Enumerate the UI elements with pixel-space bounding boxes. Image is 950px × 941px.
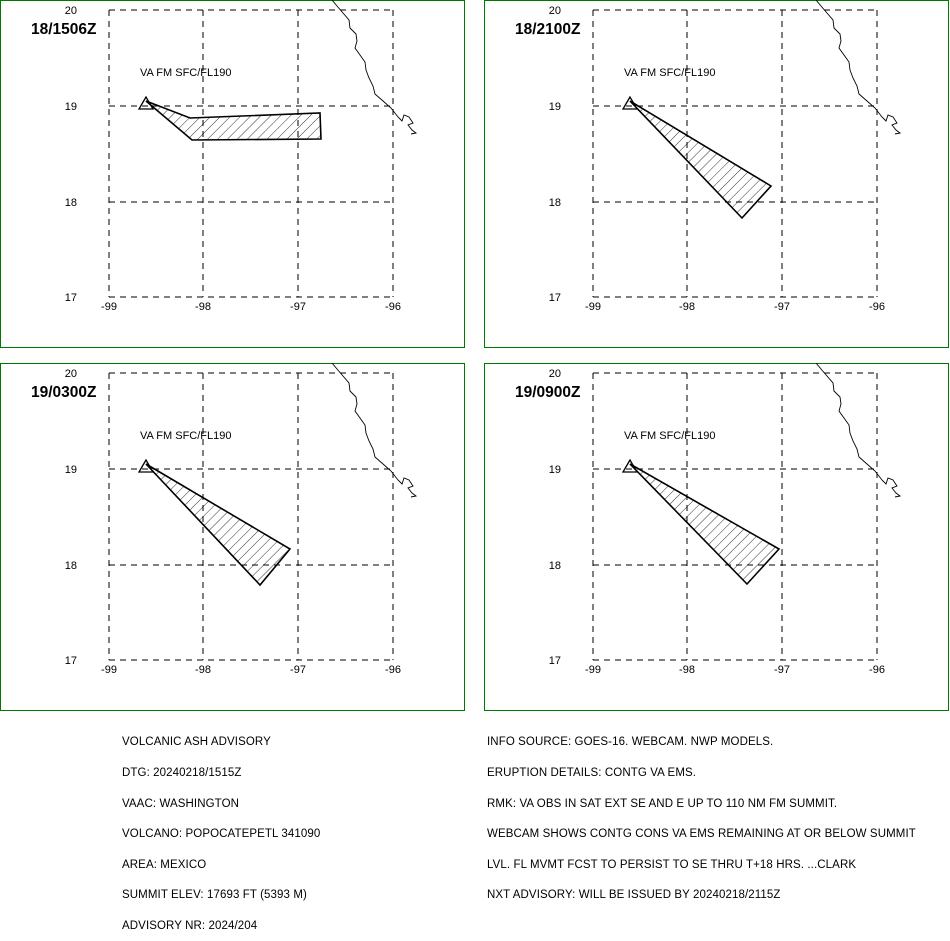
latitude-tick-label: 17 [549, 292, 561, 304]
longitude-tick-label: -96 [869, 664, 885, 676]
panel-frame [484, 363, 949, 711]
map-canvas: -99 -98 -97 -96 20 19 18 17 19/0300Z VA FM SFC/FL… [0, 363, 465, 711]
latitude-tick-label: 19 [65, 464, 77, 476]
longitude-tick-label: -98 [679, 301, 695, 313]
longitude-tick-label: -96 [385, 301, 401, 313]
latitude-tick-label: 19 [549, 101, 561, 113]
longitude-tick-label: -96 [869, 301, 885, 313]
flight-level-label: VA FM SFC/FL190 [624, 430, 716, 442]
latitude-tick-label: 19 [549, 464, 561, 476]
latitude-tick-label: 20 [65, 368, 77, 380]
longitude-tick-label: -98 [195, 664, 211, 676]
latitude-tick-label: 20 [549, 368, 561, 380]
ash-cloud-polygon [145, 463, 292, 587]
triangle-icon [137, 95, 155, 110]
flight-level-label: VA FM SFC/FL190 [140, 67, 232, 79]
latitude-tick-label: 17 [549, 655, 561, 667]
advisory-line: RMK: VA OBS IN SAT EXT SE AND E UP TO 11… [487, 797, 838, 810]
longitude-tick-label: -97 [774, 664, 790, 676]
advisory-line: VOLCANO: POPOCATEPETL 341090 [122, 828, 321, 841]
map-panel-1: -99 -98 -97 -96 20 19 18 17 18/1506Z VA FM SFC/FL… [0, 0, 465, 348]
map-canvas: -99 -98 -97 -96 20 19 18 17 19/0900Z VA FM SFC/FL… [484, 363, 949, 711]
advisory-line: VAAC: WASHINGTON [122, 797, 240, 810]
longitude-tick-label: -99 [101, 301, 117, 313]
map-canvas: -99 -98 -97 -96 20 19 18 17 18/2100Z VA FM SFC/FL… [484, 0, 949, 348]
longitude-tick-label: -99 [585, 301, 601, 313]
coastline [331, 363, 418, 498]
advisory-line: LVL. FL MVMT FCST TO PERSIST TO SE THRU … [487, 858, 857, 871]
advisory-line: WEBCAM SHOWS CONTG CONS VA EMS REMAINING… [487, 828, 916, 841]
advisory-details-right: INFO SOURCE: GOES-16. WEBCAM. NWP MODELS… [487, 717, 950, 911]
ash-cloud-polygon [629, 100, 773, 220]
triangle-icon [621, 458, 639, 473]
map-panel-4: -99 -98 -97 -96 20 19 18 17 19/0900Z VA FM SFC/FL… [484, 363, 949, 711]
valid-time-label: 19/0300Z [31, 384, 97, 401]
panel-frame [484, 0, 949, 348]
longitude-tick-label: -97 [290, 664, 306, 676]
panel-frame [0, 363, 465, 711]
map-panel-3: -99 -98 -97 -96 20 19 18 17 19/0300Z VA FM SFC/FL… [0, 363, 465, 711]
latitude-tick-label: 20 [549, 5, 561, 17]
panel-frame [0, 0, 465, 348]
advisory-line: DTG: 20240218/1515Z [122, 767, 242, 779]
latitude-tick-label: 19 [65, 101, 77, 113]
flight-level-label: VA FM SFC/FL190 [624, 67, 716, 79]
latitude-tick-label: 17 [65, 292, 77, 304]
latitude-tick-label: 18 [65, 560, 77, 572]
longitude-tick-label: -98 [679, 664, 695, 676]
advisory-line: SUMMIT ELEV: 17693 FT (5393 M) [122, 889, 307, 902]
longitude-tick-label: -96 [385, 664, 401, 676]
triangle-icon [621, 95, 639, 110]
longitude-tick-label: -99 [101, 664, 117, 676]
latitude-tick-label: 18 [549, 197, 561, 209]
coastline [815, 363, 902, 498]
longitude-tick-label: -97 [774, 301, 790, 313]
longitude-tick-label: -98 [195, 301, 211, 313]
latitude-tick-label: 20 [65, 5, 77, 17]
ash-cloud-polygon [145, 100, 322, 141]
advisory-header-left: VOLCANIC ASH ADVISORY DTG: 20240218/1515… [122, 717, 320, 941]
advisory-line: AREA: MEXICO [122, 858, 207, 871]
valid-time-label: 18/1506Z [31, 21, 97, 38]
longitude-tick-label: -97 [290, 301, 306, 313]
latitude-tick-label: 18 [549, 560, 561, 572]
valid-time-label: 18/2100Z [515, 21, 581, 38]
latitude-tick-label: 17 [65, 655, 77, 667]
latitude-tick-label: 18 [65, 197, 77, 209]
map-canvas: -99 -98 -97 -96 20 19 18 17 18/1506Z VA FM SFC/FL… [0, 0, 465, 348]
advisory-line: INFO SOURCE: GOES-16. WEBCAM. NWP MODELS… [487, 736, 774, 749]
coastline [331, 0, 418, 135]
advisory-line: NXT ADVISORY: WILL BE ISSUED BY 20240218… [487, 889, 781, 902]
advisory-line: ERUPTION DETAILS: CONTG VA EMS. [487, 767, 697, 779]
advisory-line: ADVISORY NR: 2024/204 [122, 919, 258, 932]
flight-level-label: VA FM SFC/FL190 [140, 430, 232, 442]
ash-cloud-polygon [629, 463, 781, 586]
advisory-line: VOLCANIC ASH ADVISORY [122, 736, 271, 749]
map-panel-2: -99 -98 -97 -96 20 19 18 17 18/2100Z VA FM SFC/FL… [484, 0, 949, 348]
valid-time-label: 19/0900Z [515, 384, 581, 401]
coastline [815, 0, 902, 135]
longitude-tick-label: -99 [585, 664, 601, 676]
triangle-icon [137, 458, 155, 473]
